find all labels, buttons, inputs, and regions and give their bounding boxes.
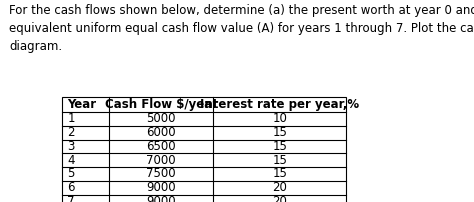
Text: 6: 6: [67, 181, 75, 194]
Text: 9000: 9000: [146, 181, 176, 194]
Text: 3: 3: [67, 140, 75, 153]
Text: 20: 20: [272, 195, 287, 202]
Text: 10: 10: [272, 113, 287, 125]
Text: 2: 2: [67, 126, 75, 139]
Text: 1: 1: [67, 113, 75, 125]
Text: Year: Year: [67, 98, 96, 111]
Text: 4: 4: [67, 154, 75, 167]
Text: 5000: 5000: [146, 113, 176, 125]
Text: 7500: 7500: [146, 167, 176, 180]
Text: For the cash flows shown below, determine (a) the present worth at year 0 and (b: For the cash flows shown below, determin…: [9, 4, 474, 53]
Text: 5: 5: [67, 167, 75, 180]
Text: Cash Flow $/year: Cash Flow $/year: [105, 98, 218, 111]
Text: 9000: 9000: [146, 195, 176, 202]
Bar: [62, 97, 346, 202]
Text: Interest rate per year,%: Interest rate per year,%: [200, 98, 359, 111]
Text: 15: 15: [272, 140, 287, 153]
Text: 7: 7: [67, 195, 75, 202]
Text: 15: 15: [272, 154, 287, 167]
Text: 15: 15: [272, 167, 287, 180]
Text: 6500: 6500: [146, 140, 176, 153]
Text: 20: 20: [272, 181, 287, 194]
Text: 6000: 6000: [146, 126, 176, 139]
Text: 15: 15: [272, 126, 287, 139]
Text: 7000: 7000: [146, 154, 176, 167]
